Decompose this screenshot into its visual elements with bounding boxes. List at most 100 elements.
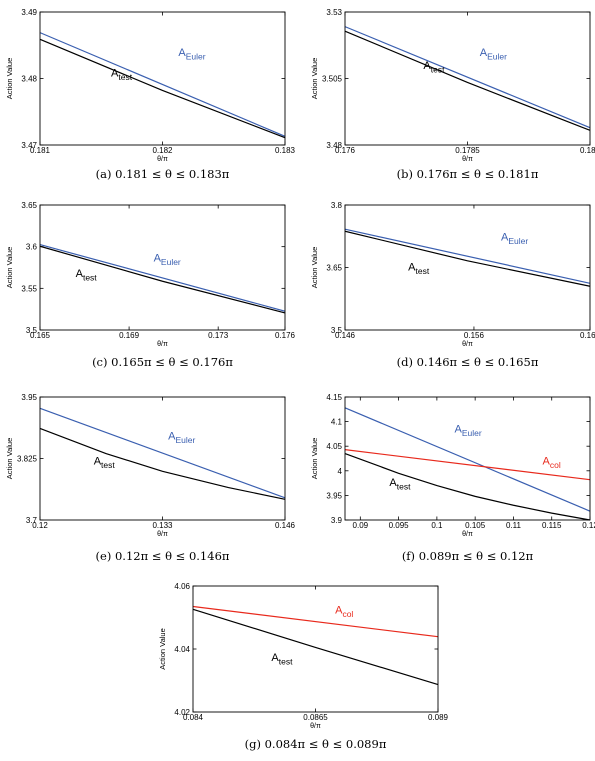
- y-tick-label: 4.06: [174, 582, 190, 591]
- y-tick-label: 4.1: [331, 418, 343, 427]
- x-tick-label: 0.183: [275, 146, 296, 155]
- plot-frame: [192, 585, 439, 713]
- plot-frame: [39, 396, 286, 521]
- series-line-a-euler: [39, 244, 286, 312]
- y-tick-label: 3.48: [326, 141, 342, 150]
- y-axis-label: Action Value: [310, 247, 319, 289]
- series-line-a-test: [39, 245, 286, 314]
- chart-panel-d: 0.146 0.156 0.165 3.5 3.65 3.8 θ/π Action Value…: [310, 201, 595, 369]
- series-line-a-test: [344, 230, 591, 287]
- x-tick-label: 0.169: [119, 331, 140, 340]
- y-axis-label: Action Value: [158, 628, 167, 670]
- x-tick-label: 0.089: [428, 713, 449, 722]
- y-tick-label: 4: [338, 467, 343, 476]
- y-tick-label: 3.48: [21, 75, 37, 84]
- y-tick-label: 4.02: [174, 708, 190, 717]
- x-tick-label: 0.11: [506, 521, 522, 530]
- y-tick-label: 4.05: [326, 442, 342, 451]
- x-tick-label: 0.146: [335, 331, 356, 340]
- series-label-col: Acol: [335, 605, 353, 620]
- y-tick-label: 3.505: [322, 75, 343, 84]
- y-axis-label: Action Value: [5, 438, 14, 480]
- x-axis-label: θ/π: [462, 156, 473, 163]
- series-line-a-test: [344, 30, 591, 131]
- x-axis-label: θ/π: [462, 341, 473, 348]
- x-tick-label: 0.0865: [303, 713, 328, 722]
- y-tick-label: 3.65: [21, 201, 37, 210]
- series-label-test: Atest: [423, 60, 445, 75]
- x-tick-label: 0.105: [465, 521, 486, 530]
- series-label-test: Atest: [389, 477, 411, 492]
- series-label-test: Atest: [111, 68, 133, 83]
- y-axis-label: Action Value: [310, 438, 319, 480]
- x-tick-label: 0.1: [431, 521, 443, 530]
- x-tick-label: 0.1785: [455, 146, 480, 155]
- series-line-a-euler: [344, 26, 591, 129]
- y-tick-label: 3.95: [21, 393, 37, 402]
- plot-frame: [344, 204, 591, 331]
- plot-frame: [39, 11, 286, 146]
- series-label-test: Atest: [76, 268, 98, 283]
- y-tick-label: 3.65: [326, 264, 342, 273]
- series-label-euler: AEuler: [480, 47, 507, 62]
- y-tick-label: 3.47: [21, 141, 37, 150]
- x-axis-label: θ/π: [157, 156, 168, 163]
- series-line-a-euler: [39, 407, 286, 499]
- y-tick-label: 3.825: [17, 455, 38, 464]
- x-tick-label: 0.12: [582, 521, 595, 530]
- y-tick-label: 3.5: [331, 326, 343, 335]
- chart-panel-e: 0.12 0.133 0.146 3.7 3.825 3.95 θ/π Action Valu…: [5, 393, 296, 563]
- series-line-a-euler: [39, 32, 286, 137]
- x-tick-label: 0.09: [353, 521, 369, 530]
- series-line-a-test: [344, 453, 591, 521]
- series-label-euler: AEuler: [154, 252, 181, 267]
- panel-caption: (b) 0.176π ≤ θ ≤ 0.181π: [397, 167, 539, 181]
- series-line-a-euler: [344, 407, 591, 512]
- panel-caption: (a) 0.181 ≤ θ ≤ 0.183π: [96, 167, 230, 181]
- x-axis-label: θ/π: [310, 723, 321, 730]
- series-label-col: Acol: [543, 455, 561, 470]
- x-tick-label: 0.165: [30, 331, 51, 340]
- series-label-euler: AEuler: [178, 47, 205, 62]
- chart-panel-c: 0.165 0.169 0.173 0.176 3.5 3.55 3.6 3.65 θ/π Act…: [5, 201, 296, 369]
- series-line-a-euler: [344, 228, 591, 284]
- y-axis-label: Action Value: [310, 58, 319, 100]
- x-axis-label: θ/π: [157, 341, 168, 348]
- y-tick-label: 4.04: [174, 645, 190, 654]
- plot-frame: [344, 396, 591, 521]
- x-tick-label: 0.133: [152, 521, 173, 530]
- panel-caption: (c) 0.165π ≤ θ ≤ 0.176π: [92, 355, 233, 369]
- series-line-a-test: [39, 427, 286, 500]
- x-axis-label: θ/π: [157, 531, 168, 538]
- plot-frame: [39, 204, 286, 331]
- x-tick-label: 0.173: [208, 331, 229, 340]
- x-tick-label: 0.115: [542, 521, 562, 530]
- series-label-euler: AEuler: [168, 430, 195, 445]
- y-tick-label: 4.15: [326, 393, 342, 402]
- series-line-a-test: [192, 608, 439, 686]
- series-label-test: Atest: [408, 261, 430, 276]
- x-tick-label: 0.165: [580, 331, 595, 340]
- x-axis-label: θ/π: [462, 531, 473, 538]
- y-tick-label: 3.8: [331, 201, 343, 210]
- y-tick-label: 3.9: [331, 516, 343, 525]
- plot-frame: [344, 11, 591, 146]
- y-tick-label: 3.49: [21, 8, 37, 17]
- panel-caption: (f) 0.089π ≤ θ ≤ 0.12π: [402, 549, 534, 563]
- y-tick-label: 3.7: [26, 516, 38, 525]
- series-label-test: Atest: [271, 652, 293, 667]
- panel-caption: (d) 0.146π ≤ θ ≤ 0.165π: [397, 355, 539, 369]
- chart-panel-f: 0.09 0.095 0.1 0.105 0.11 0.115 0.12 3.9 3.95 4 4.…: [310, 393, 595, 563]
- x-tick-label: 0.182: [152, 146, 173, 155]
- y-tick-label: 3.95: [326, 491, 342, 500]
- panel-caption: (g) 0.084π ≤ θ ≤ 0.089π: [245, 737, 387, 751]
- y-tick-label: 3.53: [326, 8, 342, 17]
- x-tick-label: 0.176: [335, 146, 356, 155]
- series-label-euler: AEuler: [454, 423, 481, 438]
- y-tick-label: 3.5: [26, 326, 38, 335]
- y-tick-label: 3.6: [26, 243, 38, 252]
- chart-panel-b: 0.176 0.1785 0.181 3.48 3.505 3.53 θ/π Action V…: [310, 8, 595, 181]
- series-label-euler: AEuler: [501, 231, 528, 246]
- x-tick-label: 0.084: [183, 713, 204, 722]
